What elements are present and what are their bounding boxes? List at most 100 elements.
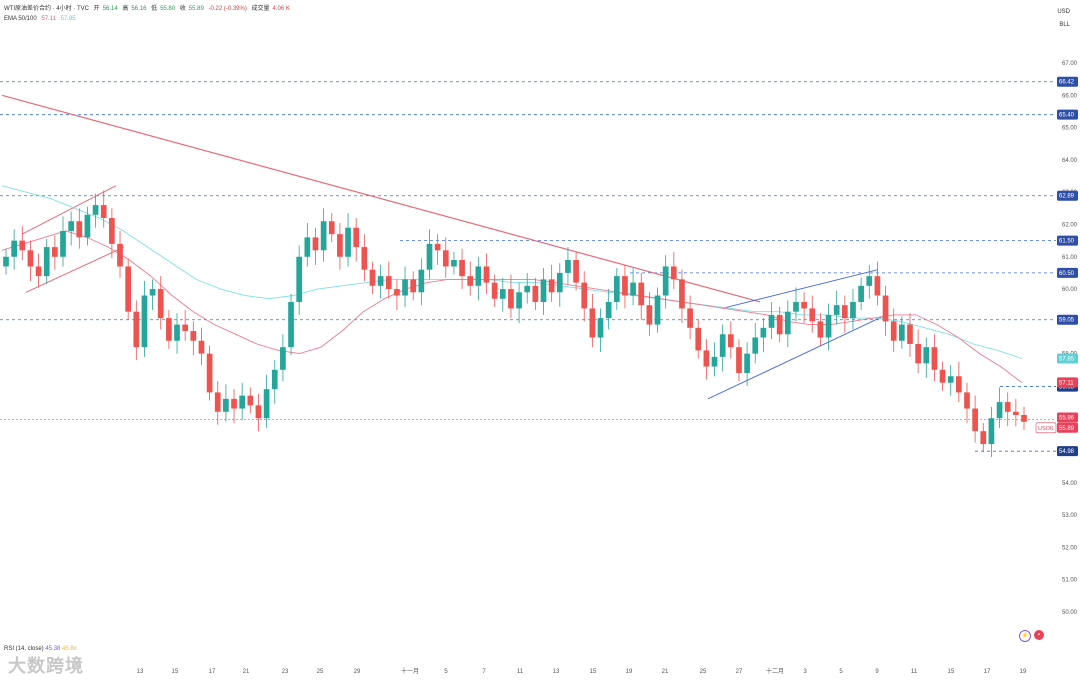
y-tick-label: 51.00 bbox=[1062, 578, 1078, 584]
ema100-value: 57.85 bbox=[60, 16, 76, 22]
candle-body bbox=[35, 266, 42, 277]
x-tick-label: 13 bbox=[137, 669, 144, 675]
candle-body bbox=[907, 324, 913, 344]
candle-body bbox=[27, 250, 34, 267]
candle-body bbox=[825, 314, 832, 338]
candle-body bbox=[125, 266, 132, 312]
volume-value: 4.06 K bbox=[272, 6, 290, 12]
candle-body bbox=[711, 356, 718, 367]
x-tick-label: 15 bbox=[590, 669, 597, 675]
candle-body bbox=[622, 276, 628, 296]
low-label: 低 bbox=[151, 6, 158, 12]
level-badge-label: 60.50 bbox=[1059, 271, 1075, 277]
y-tick-label: 52.00 bbox=[1062, 545, 1078, 551]
candle-body bbox=[1021, 415, 1027, 422]
candle-body bbox=[719, 334, 726, 357]
candle-body bbox=[882, 295, 889, 322]
candle-body bbox=[231, 398, 237, 409]
candle-body bbox=[76, 221, 83, 238]
flag-icon[interactable]: ▪ bbox=[1034, 630, 1044, 640]
y-tick-label: 61.00 bbox=[1062, 255, 1078, 261]
x-tick-label: 19 bbox=[626, 669, 633, 675]
candle-body bbox=[581, 282, 588, 309]
candle-body bbox=[491, 282, 498, 299]
x-tick-label: 25 bbox=[700, 669, 707, 675]
candle-body bbox=[662, 266, 669, 296]
candle-body bbox=[345, 227, 351, 257]
candle-body bbox=[524, 285, 531, 293]
candle-body bbox=[206, 353, 213, 393]
x-tick-label: 13 bbox=[553, 669, 560, 675]
currency-unit[interactable]: USD BLL bbox=[1057, 6, 1070, 32]
level-badge bbox=[1057, 76, 1078, 87]
ema50-value: 57.11 bbox=[41, 16, 56, 22]
candle-body bbox=[793, 301, 799, 312]
candle-body bbox=[1013, 411, 1019, 416]
change-value: -0.22 (-0.39%) bbox=[208, 6, 247, 12]
y-tick-label: 62.00 bbox=[1062, 222, 1078, 228]
x-tick-label: 7 bbox=[482, 669, 486, 675]
candle-body bbox=[898, 324, 905, 341]
candle-body bbox=[377, 276, 384, 286]
candle-body bbox=[776, 314, 783, 335]
candle-body bbox=[109, 218, 115, 244]
candle-body bbox=[597, 318, 604, 338]
candle-body bbox=[92, 205, 99, 215]
symbol-title: WTI原油差价合约 · 4小时 · TVC bbox=[4, 6, 89, 12]
candle-body bbox=[923, 347, 930, 364]
low-value: 55.80 bbox=[160, 6, 176, 12]
candle-body bbox=[687, 308, 693, 328]
candle-body bbox=[605, 301, 612, 319]
open-label: 开 bbox=[93, 6, 100, 12]
candle-body bbox=[320, 221, 327, 251]
level-badge bbox=[1057, 235, 1078, 246]
candle-body bbox=[809, 308, 816, 322]
candle-body bbox=[11, 240, 17, 257]
candle-body bbox=[385, 276, 392, 290]
candle-body bbox=[858, 285, 864, 302]
candle-body bbox=[613, 276, 620, 302]
candle-body bbox=[271, 369, 278, 390]
candle-body bbox=[223, 398, 229, 412]
y-tick-label: 54.00 bbox=[1062, 481, 1078, 487]
candle-body bbox=[817, 321, 824, 338]
wedge-upper-line bbox=[721, 269, 879, 309]
lightning-icon[interactable]: ⚡ bbox=[1019, 630, 1031, 642]
candle-body bbox=[638, 282, 645, 306]
wedge-lower-line bbox=[707, 314, 887, 400]
candle-body bbox=[247, 395, 254, 406]
candle-body bbox=[459, 259, 465, 277]
candle-body bbox=[744, 353, 750, 374]
candle-body bbox=[280, 347, 286, 370]
price-axis bbox=[1032, 0, 1080, 689]
x-tick-label: 11 bbox=[911, 669, 918, 675]
rsi-ma-value: 45.8x bbox=[62, 646, 77, 652]
candle-body bbox=[801, 301, 807, 309]
candle-body bbox=[670, 266, 677, 280]
candle-body bbox=[964, 392, 970, 409]
level-badge-label: 62.89 bbox=[1059, 194, 1075, 200]
candle-body bbox=[174, 324, 180, 341]
candle-body bbox=[426, 243, 433, 270]
candle-body bbox=[703, 350, 710, 367]
level-badge bbox=[1057, 190, 1078, 201]
candle-body bbox=[198, 340, 205, 354]
x-tick-label: 15 bbox=[948, 669, 955, 675]
candle-body bbox=[239, 395, 246, 409]
candle-body bbox=[679, 279, 685, 309]
candle-body bbox=[972, 408, 978, 432]
candle-body bbox=[752, 337, 759, 354]
candle-body bbox=[988, 418, 995, 445]
x-tick-label: 27 bbox=[736, 669, 743, 675]
rsi-legend: RSI (14, close) 45.38 45.8x bbox=[4, 646, 77, 652]
high-value: 56.16 bbox=[131, 6, 147, 12]
candle-body bbox=[328, 221, 335, 235]
x-tick-label: 9 bbox=[875, 669, 879, 675]
candle-body bbox=[483, 266, 490, 283]
level-badge-label: 61.50 bbox=[1059, 239, 1075, 245]
currency-label: USD bbox=[1057, 9, 1070, 15]
y-tick-label: 67.00 bbox=[1062, 61, 1078, 67]
price-badge-label: 57.11 bbox=[1059, 380, 1074, 386]
level-badge bbox=[1057, 314, 1078, 325]
